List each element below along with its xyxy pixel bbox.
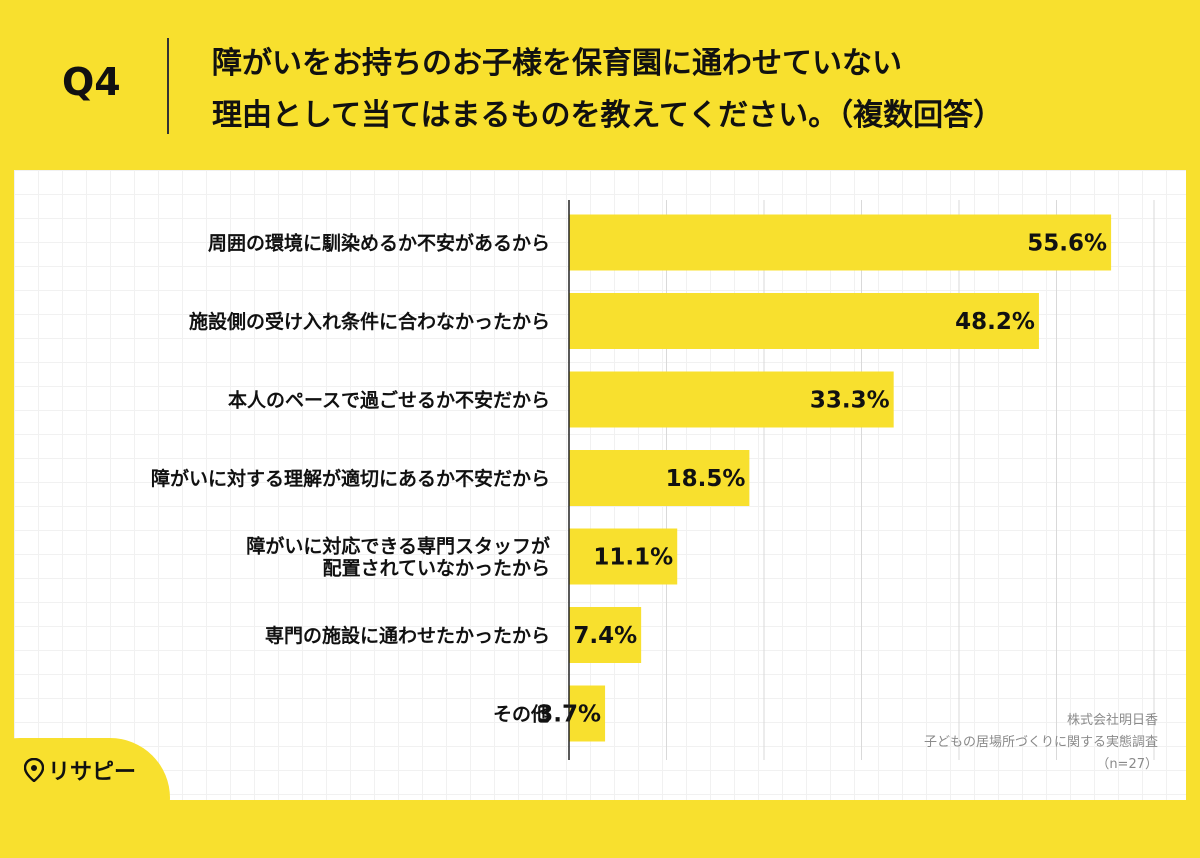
bar (569, 293, 1039, 349)
bar (569, 685, 606, 742)
category-label: 施設側の受け入れ条件に合わなかったから (189, 310, 550, 333)
logo: リサピー (24, 754, 136, 786)
source-note: 株式会社明日香 子どもの居場所づくりに関する実態調査 （n=27） (738, 710, 1158, 776)
value-label: 48.2% (955, 309, 1035, 335)
source-survey: 子どもの居場所づくりに関する実態調査 (923, 735, 1158, 750)
value-label: 11.1% (593, 545, 673, 571)
header-divider (167, 38, 169, 134)
bar (569, 450, 750, 506)
category-label: その他 (493, 703, 550, 726)
bar (569, 214, 1112, 271)
bar (569, 371, 894, 428)
value-label: 7.4% (573, 623, 637, 649)
category-label: 周囲の環境に馴染めるか不安があるから (208, 232, 550, 255)
question-title-line-2: 理由として当てはまるものを教えてください。（複数回答） (212, 98, 1004, 133)
bar-chart: 55.6% 周囲の環境に馴染めるか不安があるから 48.2% 施設側の受け入れ条件に合… (151, 200, 1155, 760)
value-label: 18.5% (666, 466, 746, 492)
value-label: 55.6% (1027, 231, 1107, 257)
source-sample: （n=27） (1096, 757, 1158, 772)
question-number: Q4 (62, 60, 121, 104)
logo-text: リサピー (48, 760, 137, 785)
location-pin-icon (24, 758, 44, 782)
question-title-line-1: 障がいをお持ちのお子様を保育園に通わせていない (212, 46, 902, 81)
category-label: 障がいに対する理解が適切にあるか不安だから (151, 467, 550, 490)
source-company: 株式会社明日香 (1066, 713, 1158, 728)
category-label: 配置されていなかったから (323, 558, 550, 580)
header: Q4 障がいをお持ちのお子様を保育園に通わせていない 理由として当てはまるものを… (0, 0, 1200, 170)
category-label: 専門の施設に通わせたかったから (265, 624, 550, 647)
bar (569, 607, 642, 663)
category-label: 本人のペースで過ごせるか不安だから (228, 389, 550, 412)
value-label: 33.3% (810, 388, 890, 414)
bar (569, 528, 678, 585)
question-title: 障がいをお持ちのお子様を保育園に通わせていない 理由として当てはまるものを教えて… (212, 38, 1172, 142)
category-label: 障がいに対応できる専門スタッフが (246, 535, 550, 558)
